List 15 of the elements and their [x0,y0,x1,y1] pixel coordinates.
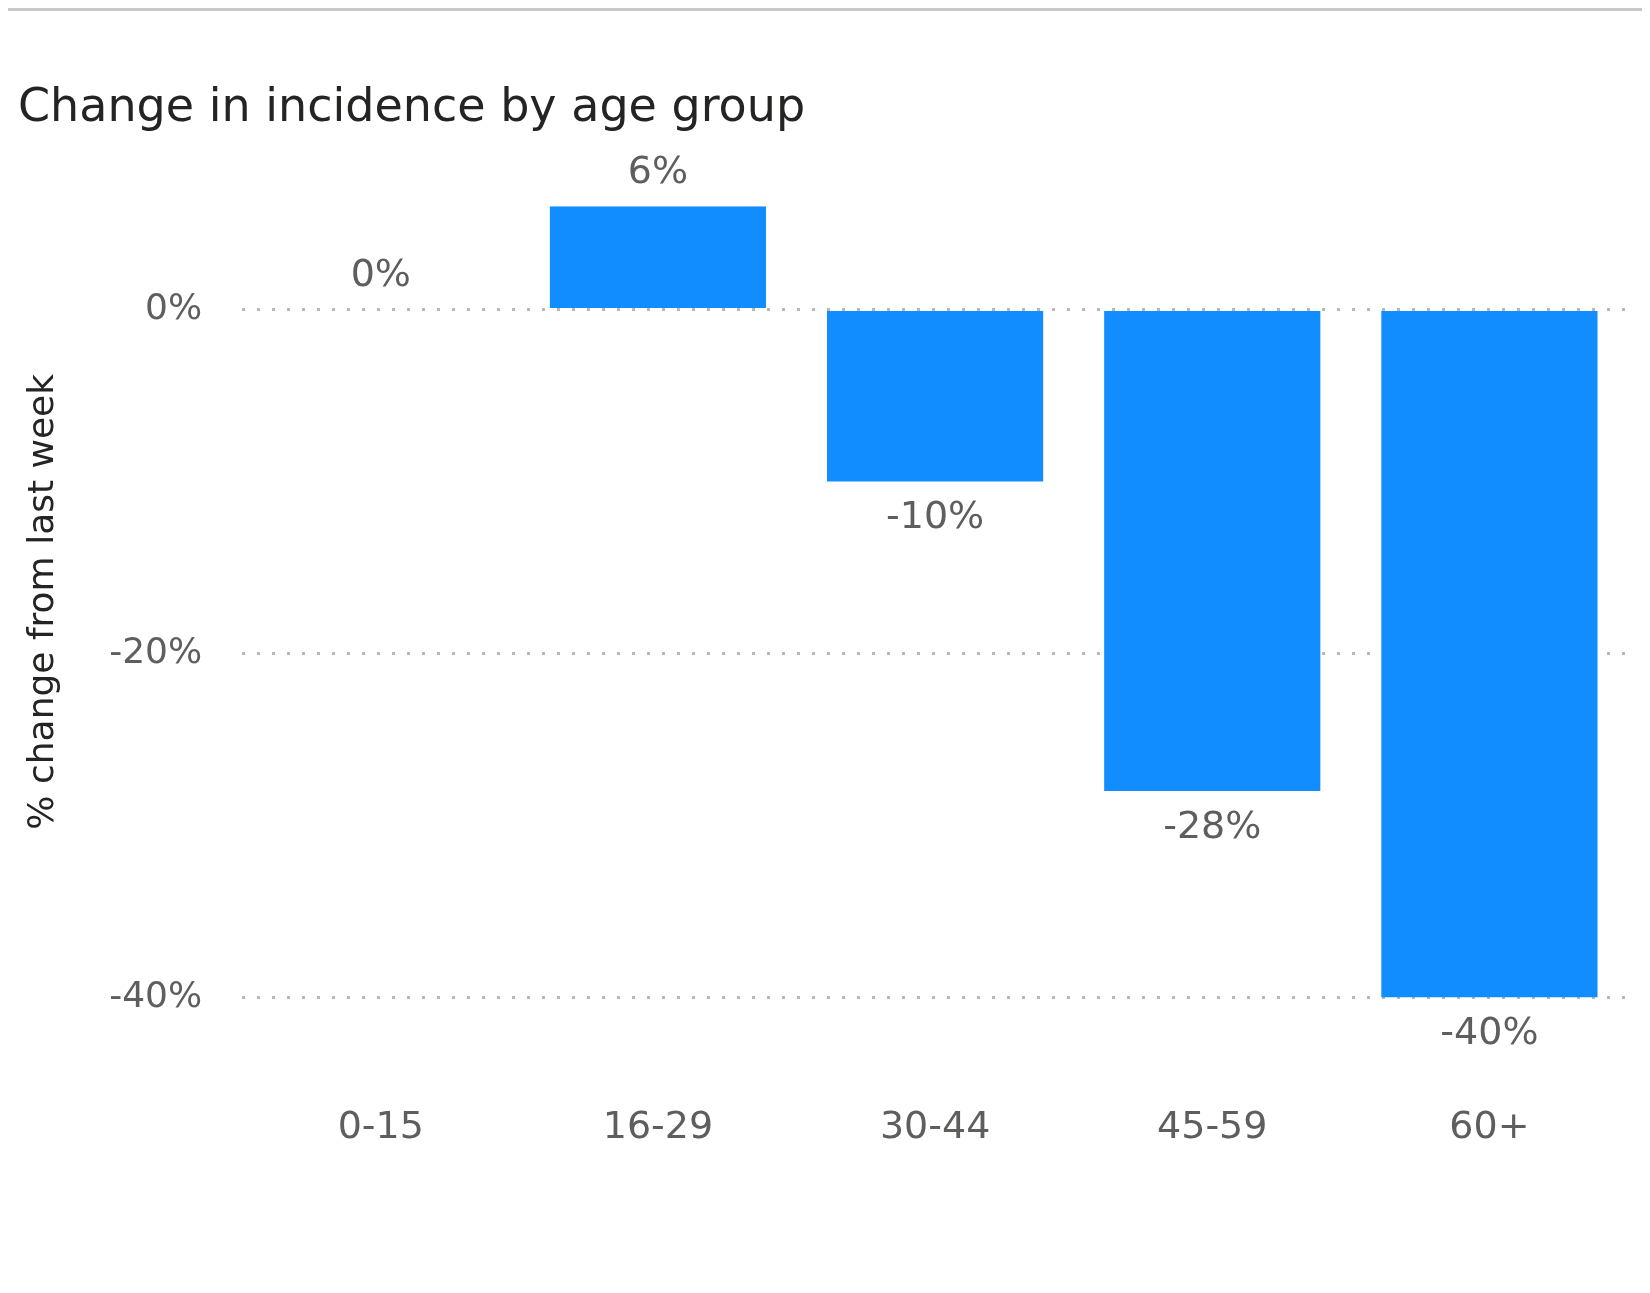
x-tick-label: 0-15 [337,1103,424,1148]
y-tick-label: -40% [109,973,203,1015]
y-tick-label: 0% [145,285,203,327]
data-label: 0% [350,251,411,296]
data-label: 6% [627,148,689,193]
x-tick-label: 30-44 [879,1103,991,1148]
chart-title: Change in incidence by age group [18,77,806,132]
x-tick-label: 16-29 [602,1103,714,1148]
y-axis-title: % change from last week [19,373,61,830]
x-tick-label: 45-59 [1157,1103,1268,1148]
x-tick-label: 60+ [1449,1103,1530,1148]
data-label: -28% [1163,802,1262,847]
data-label: -40% [1440,1009,1539,1054]
y-tick-label: -20% [109,629,203,671]
data-label: -10% [886,493,985,538]
